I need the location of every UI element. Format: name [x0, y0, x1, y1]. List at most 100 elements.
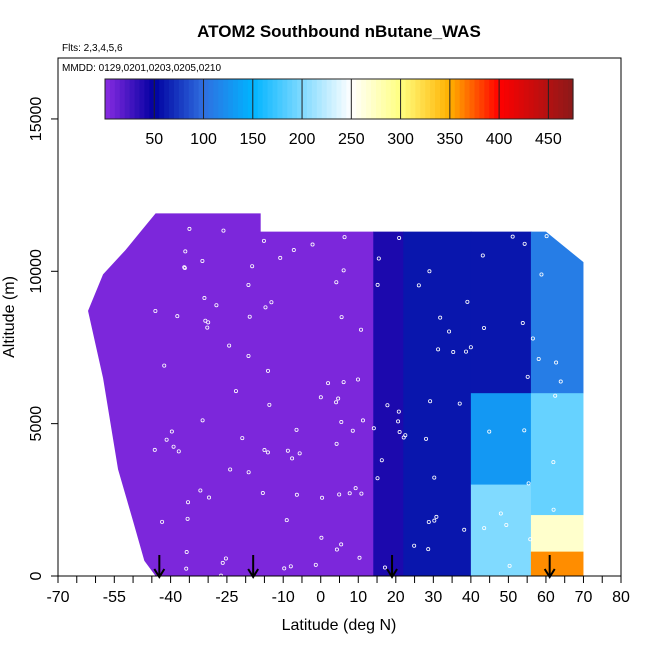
sample-point — [198, 488, 203, 493]
sample-point — [285, 448, 290, 453]
colorbar-cell — [533, 79, 540, 119]
colorbar-cell — [489, 79, 495, 119]
sample-point — [152, 447, 157, 452]
sample-point — [504, 522, 509, 527]
sample-point — [428, 399, 433, 404]
colorbar-cell — [400, 79, 407, 119]
colorbar-cell — [504, 79, 510, 119]
sample-point — [214, 303, 219, 308]
colorbar-tick-label: 200 — [289, 131, 316, 148]
sample-point — [528, 537, 533, 542]
colorbar-cell — [439, 79, 446, 119]
colorbar-cell — [114, 79, 121, 119]
sample-point — [530, 336, 535, 341]
colorbar-cell — [257, 79, 264, 119]
sample-point — [185, 516, 190, 521]
sample-point — [375, 476, 380, 481]
arrow-head — [153, 568, 166, 579]
sample-point — [339, 542, 344, 547]
down-arrow — [543, 555, 556, 579]
colorbar-cell — [218, 79, 224, 119]
sample-point — [341, 380, 346, 385]
sample-point — [288, 564, 293, 569]
colorbar-cell — [435, 79, 441, 119]
sample-point — [438, 315, 443, 320]
colorbar-cell — [228, 79, 234, 119]
sample-point — [160, 519, 165, 524]
colorbar-cell — [449, 79, 456, 119]
colorbar-cell — [494, 79, 500, 119]
sample-point — [554, 360, 559, 365]
sample-point — [426, 519, 431, 524]
sample-point — [202, 296, 207, 301]
colorbar-cell — [178, 79, 185, 119]
sample-point — [284, 518, 289, 523]
colorbar-cell — [119, 79, 126, 119]
colorbar-cell — [316, 79, 323, 119]
colorbar-cell — [346, 79, 352, 119]
sample-point — [200, 418, 205, 423]
sample-point — [436, 347, 441, 352]
sample-point — [412, 543, 417, 548]
sample-point — [353, 486, 358, 491]
colorbar-cell — [356, 79, 362, 119]
sample-point — [558, 379, 563, 384]
sample-point — [376, 256, 381, 261]
x-tick-label: -70 — [46, 589, 69, 606]
sample-point — [544, 234, 549, 239]
colorbar-tick-label: 100 — [190, 131, 217, 148]
colorbar-cell — [415, 79, 421, 119]
colorbar-cell — [238, 79, 244, 119]
x-tick-label: 70 — [575, 589, 593, 606]
arrow-head — [247, 568, 260, 579]
colorbar-cell — [336, 79, 343, 119]
y-tick-label: 5000 — [28, 406, 45, 442]
colorbar-cell — [410, 79, 416, 119]
sample-point — [187, 226, 192, 231]
flights-label: Flts: 2,3,4,5,6 — [62, 43, 123, 54]
colorbar-cell — [223, 79, 229, 119]
colorbar-cell — [331, 79, 338, 119]
sample-point — [262, 448, 267, 453]
sample-point — [432, 475, 437, 480]
colorbar-cell — [159, 79, 165, 119]
sample-point — [520, 321, 525, 326]
sample-point — [290, 456, 295, 461]
x-tick-label: -25 — [215, 589, 238, 606]
sample-point — [247, 314, 252, 319]
sample-point — [451, 350, 456, 355]
sample-point — [482, 325, 487, 330]
sample-point — [482, 526, 487, 531]
sample-point — [487, 429, 492, 434]
colorbar-cell — [395, 79, 402, 119]
colorbar-cell — [164, 79, 170, 119]
sample-point — [336, 396, 341, 401]
heatmap-cell — [530, 515, 584, 553]
colorbar-cell — [208, 79, 214, 119]
sample-point — [464, 349, 469, 354]
sample-point — [250, 264, 255, 269]
heatmap-cell — [470, 484, 532, 576]
colorbar-cell — [203, 79, 210, 119]
sample-point — [220, 560, 225, 565]
sample-point — [291, 248, 296, 253]
latitude-arrows — [153, 555, 556, 579]
sample-point — [203, 318, 208, 323]
colorbar-cell — [213, 79, 219, 119]
colorbar-cell — [169, 79, 175, 119]
y-axis: 0 5000 10000 15000 — [28, 97, 59, 580]
sample-point — [269, 300, 274, 305]
colorbar-cell — [361, 79, 367, 119]
colorbar-cell — [499, 79, 505, 119]
sample-point — [525, 374, 530, 379]
sample-point — [246, 470, 251, 475]
colorbar-tick-label: 150 — [239, 131, 266, 148]
colorbar-cell — [124, 79, 131, 119]
colorbar-cell — [188, 79, 195, 119]
dates-label: MMDD: 0129,0201,0203,0205,0210 — [62, 63, 221, 74]
sample-point — [536, 357, 541, 362]
sample-point — [359, 491, 364, 496]
sample-point — [339, 420, 344, 425]
y-tick-label: 0 — [28, 571, 45, 580]
sample-point — [261, 238, 266, 243]
